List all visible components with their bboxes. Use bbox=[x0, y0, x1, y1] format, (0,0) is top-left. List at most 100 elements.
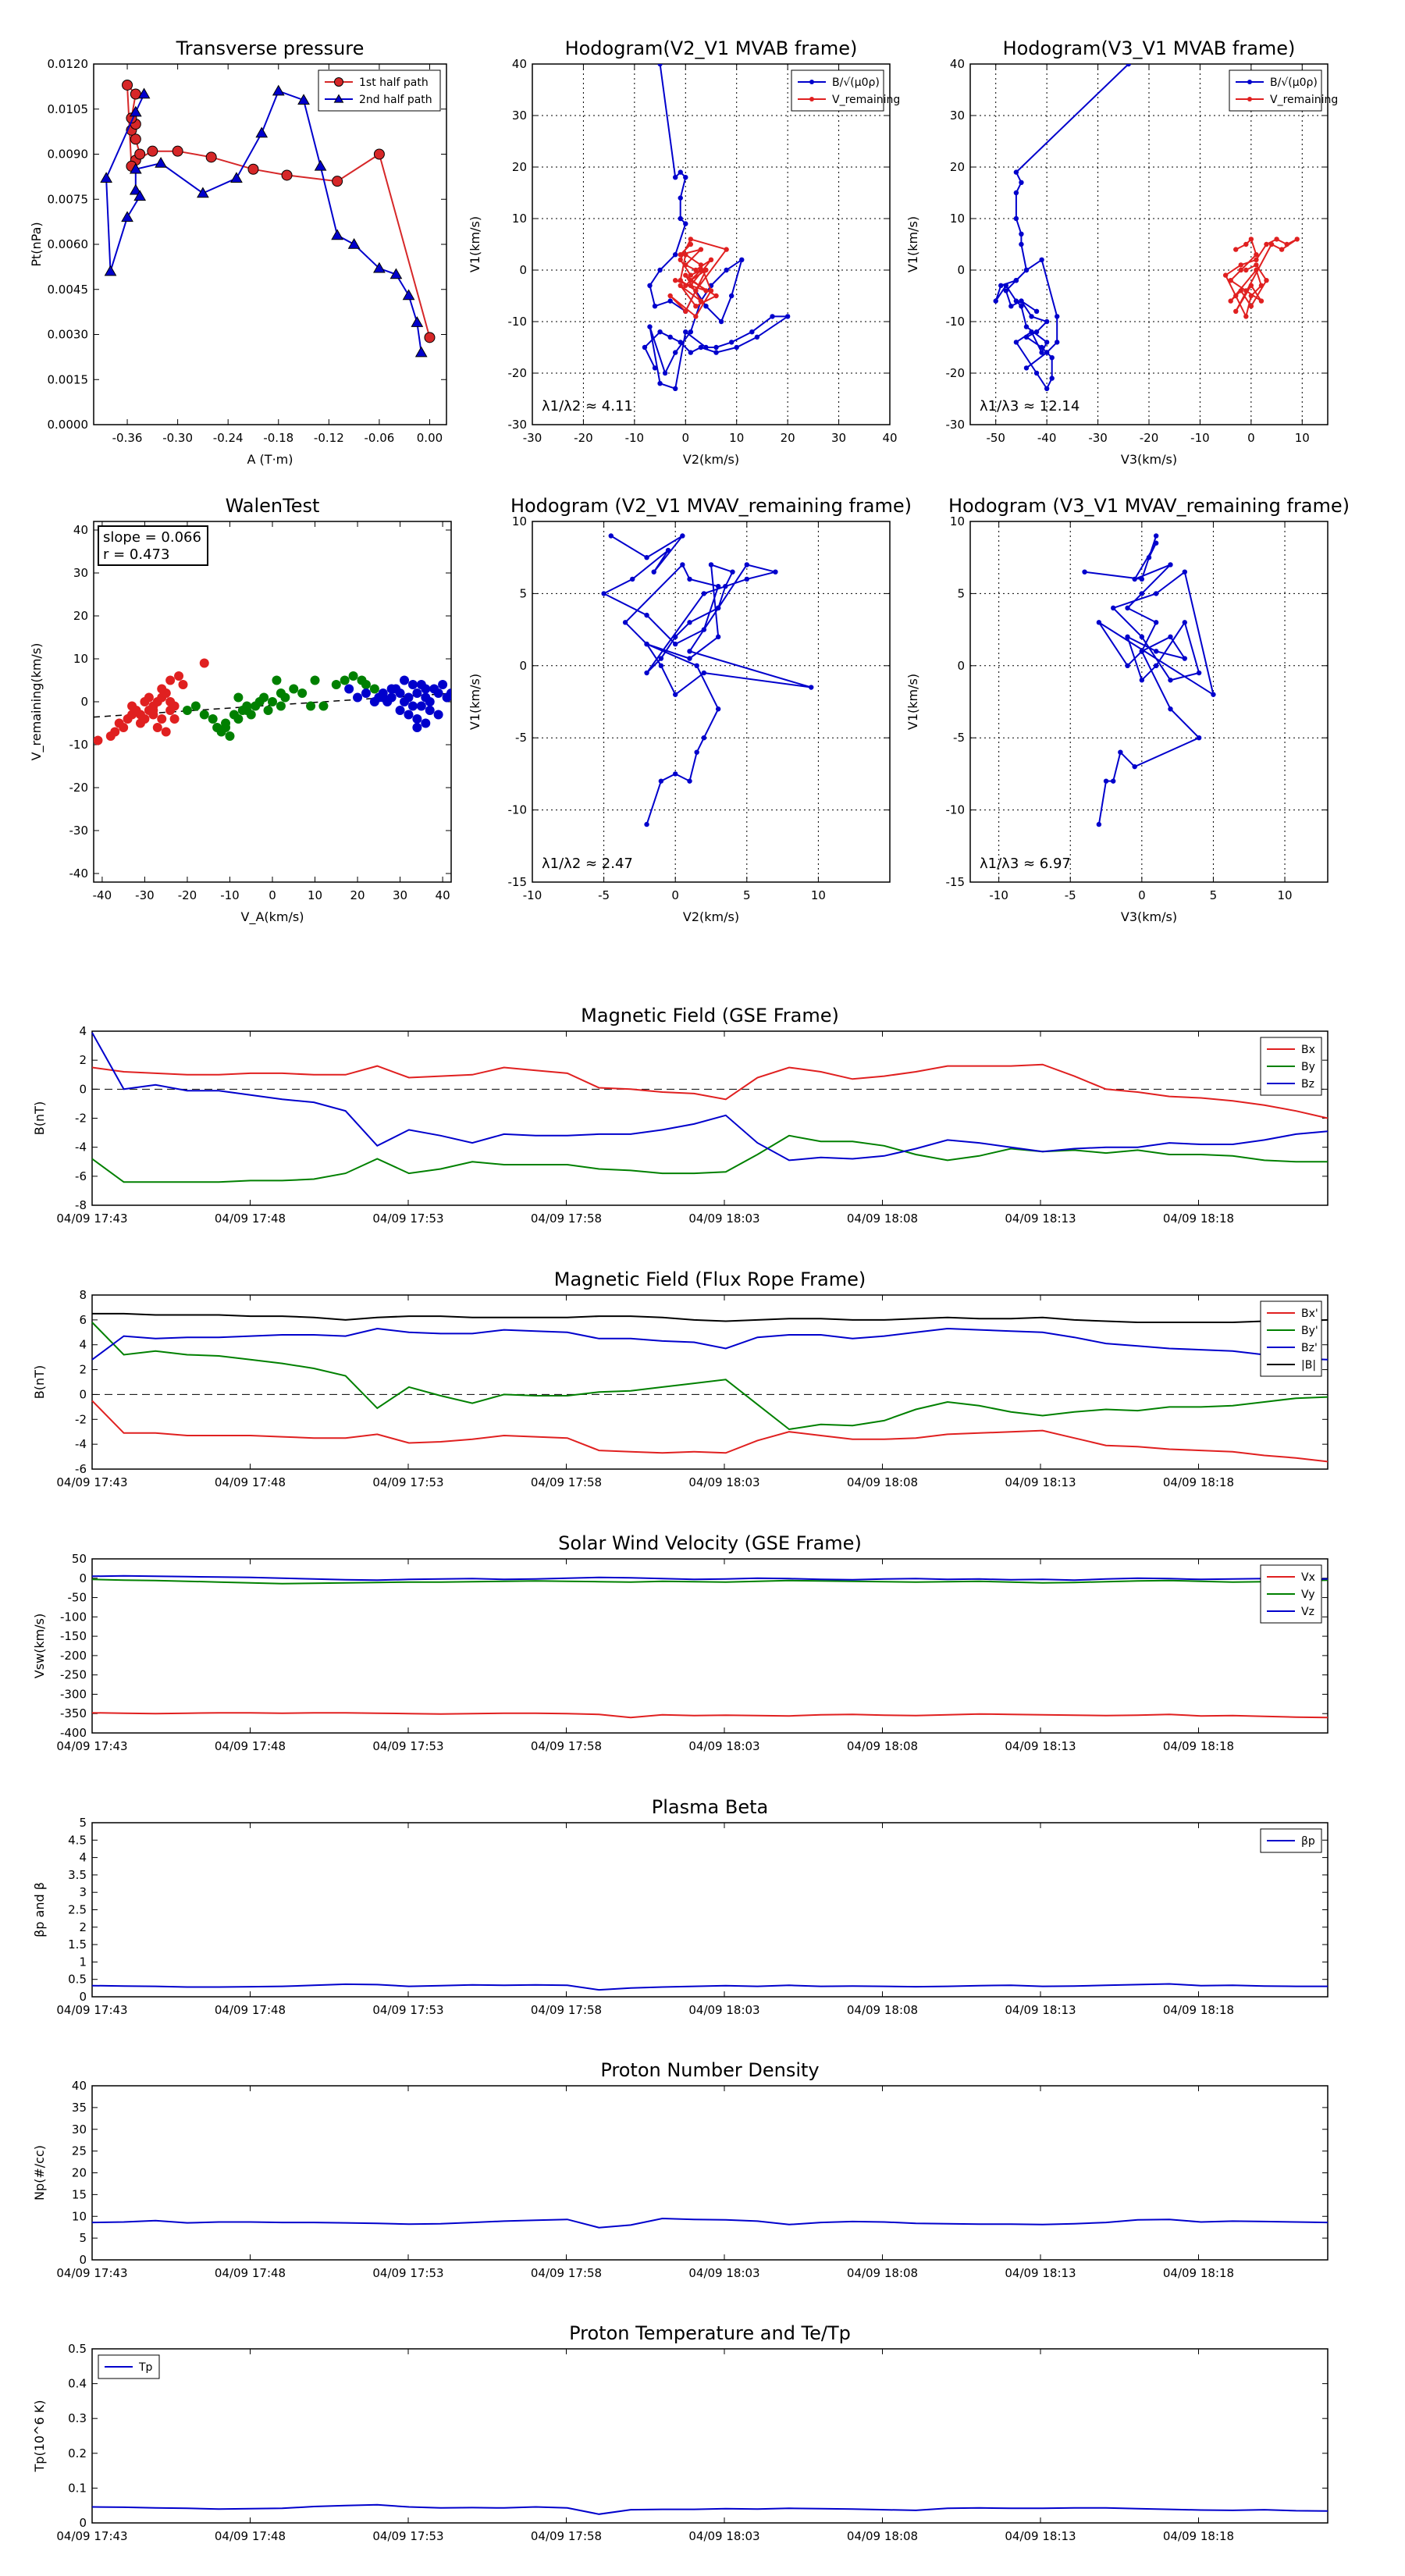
data-point bbox=[703, 267, 709, 273]
data-point bbox=[1044, 340, 1050, 345]
legend-box bbox=[318, 69, 441, 112]
y-tick-label: -20 bbox=[508, 366, 528, 380]
data-point bbox=[688, 283, 694, 288]
x-tick-label: 20 bbox=[350, 888, 365, 902]
data-point bbox=[687, 778, 692, 784]
y-tick-label: 0 bbox=[79, 1082, 87, 1096]
x-tick-label: 04/09 17:58 bbox=[531, 2266, 602, 2280]
data-point bbox=[1153, 663, 1159, 668]
data-point bbox=[1039, 257, 1044, 262]
y-tick-label: -6 bbox=[75, 1169, 87, 1183]
y-tick-label: 0 bbox=[79, 1571, 87, 1585]
x-tick-label: 04/09 18:18 bbox=[1163, 2266, 1234, 2280]
data-point bbox=[1284, 241, 1289, 247]
x-tick-label: 04/09 18:13 bbox=[1005, 1212, 1076, 1226]
data-point bbox=[334, 77, 343, 87]
y-tick-label: 1.5 bbox=[68, 1937, 87, 1952]
y-tick-label: 20 bbox=[512, 160, 527, 174]
series-line bbox=[91, 1400, 1329, 1463]
y-tick-label: 5 bbox=[957, 586, 965, 600]
data-point bbox=[276, 701, 286, 711]
x-tick-label: 04/09 17:53 bbox=[372, 1739, 443, 1753]
x-tick-label: 04/09 18:08 bbox=[847, 2266, 918, 2280]
x-tick-label: 04/09 18:18 bbox=[1163, 1739, 1234, 1753]
data-point bbox=[667, 334, 673, 340]
data-point bbox=[1254, 252, 1259, 258]
y-tick-label: -30 bbox=[946, 418, 966, 432]
x-tick-label: 30 bbox=[831, 431, 846, 445]
y-axis-label: βp and β bbox=[32, 1882, 47, 1937]
data-point bbox=[259, 692, 269, 703]
data-point bbox=[1019, 241, 1024, 247]
legend-box bbox=[1229, 69, 1322, 112]
data-point bbox=[728, 293, 735, 299]
y-tick-label: 3 bbox=[79, 1885, 87, 1899]
data-point bbox=[121, 211, 133, 222]
data-point bbox=[809, 97, 814, 101]
chart-title: Magnetic Field (GSE Frame) bbox=[581, 1005, 839, 1026]
data-point bbox=[687, 649, 692, 654]
plot-area bbox=[100, 79, 436, 358]
data-point bbox=[1033, 308, 1040, 314]
chart-title: Solar Wind Velocity (GSE Frame) bbox=[558, 1532, 862, 1554]
data-point bbox=[172, 145, 183, 157]
y-tick-label: 50 bbox=[72, 1552, 87, 1566]
data-point bbox=[694, 663, 699, 668]
x-tick-label: 04/09 17:48 bbox=[215, 2266, 286, 2280]
data-point bbox=[739, 257, 745, 262]
data-point bbox=[130, 133, 141, 145]
data-point bbox=[1254, 257, 1259, 262]
y-axis-label: V1(km/s) bbox=[468, 216, 482, 272]
x-tick-label: 04/09 18:03 bbox=[688, 2266, 759, 2280]
legend-label: |B| bbox=[1301, 1359, 1316, 1372]
x-tick-label: 04/09 17:48 bbox=[215, 1475, 286, 1489]
data-point bbox=[1248, 304, 1254, 309]
legend-label: V_remaining bbox=[832, 94, 900, 106]
x-tick-label: 04/09 17:58 bbox=[531, 2003, 602, 2017]
chart-title: Hodogram(V3_V1 MVAB frame) bbox=[1003, 37, 1296, 59]
x-tick-label: 04/09 17:48 bbox=[215, 2529, 286, 2543]
data-point bbox=[1044, 318, 1050, 325]
data-point bbox=[1023, 267, 1030, 273]
data-point bbox=[680, 562, 685, 568]
x-tick-label: 04/09 18:03 bbox=[688, 2529, 759, 2543]
y-tick-label: -150 bbox=[60, 1629, 87, 1643]
data-point bbox=[233, 714, 244, 724]
x-tick-label: -5 bbox=[1065, 888, 1076, 902]
series-line bbox=[91, 1322, 1329, 1431]
legend-label: Vx bbox=[1301, 1571, 1315, 1584]
y-tick-label: 0.0060 bbox=[48, 237, 89, 251]
x-tick-label: 10 bbox=[308, 888, 322, 902]
plot-frame bbox=[91, 1294, 1329, 1470]
data-point bbox=[1003, 283, 1009, 288]
data-point bbox=[1233, 308, 1239, 314]
data-point bbox=[425, 697, 435, 706]
data-point bbox=[715, 605, 721, 611]
x-tick-label: 04/09 18:13 bbox=[1005, 1739, 1076, 1753]
data-point bbox=[809, 80, 814, 84]
legend-label: Bz bbox=[1301, 1078, 1314, 1091]
data-point bbox=[1243, 267, 1249, 273]
y-tick-label: -40 bbox=[69, 866, 89, 881]
data-point bbox=[1258, 283, 1264, 288]
x-tick-label: 04/09 17:43 bbox=[56, 2003, 127, 2017]
data-point bbox=[644, 641, 649, 647]
data-point bbox=[683, 272, 688, 278]
data-point bbox=[446, 688, 451, 698]
series-line bbox=[91, 1578, 1329, 1585]
data-point bbox=[197, 187, 209, 198]
data-point bbox=[230, 172, 243, 183]
data-point bbox=[1139, 576, 1145, 582]
annotation-text: λ1/λ3 ≈ 12.14 bbox=[980, 398, 1080, 415]
data-point bbox=[713, 350, 719, 355]
y-tick-label: 20 bbox=[73, 609, 88, 623]
data-point bbox=[658, 663, 664, 668]
legend-label: V_remaining bbox=[1270, 94, 1338, 106]
series-line bbox=[669, 238, 728, 318]
y-tick-label: 10 bbox=[950, 212, 965, 226]
data-point bbox=[701, 627, 707, 632]
data-point bbox=[1222, 272, 1229, 278]
data-point bbox=[1008, 304, 1014, 309]
